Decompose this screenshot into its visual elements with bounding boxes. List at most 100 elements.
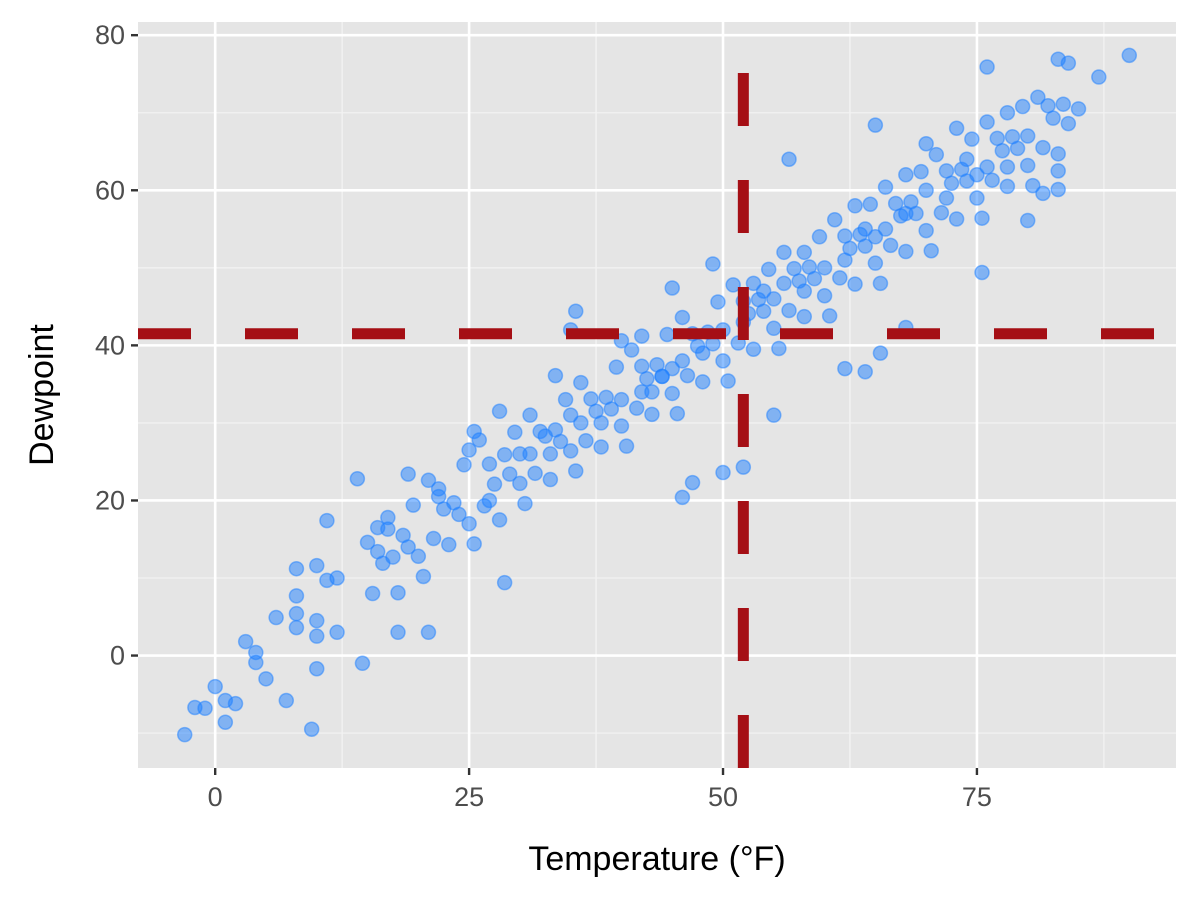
data-point <box>593 415 609 431</box>
data-point <box>1025 177 1041 194</box>
data-point <box>639 370 655 387</box>
data-point <box>1121 47 1138 64</box>
data-point <box>1014 98 1031 115</box>
y-tick-label: 0 <box>110 641 125 671</box>
data-point <box>359 534 376 551</box>
data-point <box>755 303 772 319</box>
y-axis-title: Dewpoint <box>23 324 61 466</box>
data-point <box>857 363 873 380</box>
data-point <box>938 190 955 206</box>
data-point <box>918 222 934 239</box>
data-point <box>496 446 513 463</box>
data-point <box>512 475 528 492</box>
data-point <box>268 609 284 626</box>
data-point <box>994 142 1011 159</box>
data-point <box>542 446 559 462</box>
data-point <box>319 512 335 529</box>
data-point <box>974 210 990 226</box>
data-point <box>776 244 792 261</box>
data-point <box>481 492 498 509</box>
data-point <box>527 465 543 482</box>
data-point <box>400 539 416 555</box>
data-point <box>979 159 995 175</box>
data-point <box>501 466 518 482</box>
data-point <box>1030 89 1046 105</box>
data-point <box>237 633 254 650</box>
y-tick-label: 60 <box>95 175 125 205</box>
data-point <box>979 114 995 130</box>
data-point <box>329 624 345 641</box>
data-point <box>694 374 711 390</box>
data-point <box>486 476 503 492</box>
data-point <box>1055 96 1072 112</box>
data-point <box>278 692 295 709</box>
data-point <box>507 424 523 440</box>
data-point <box>309 660 325 677</box>
data-point <box>872 275 889 292</box>
data-point <box>857 238 873 254</box>
data-point <box>735 459 752 475</box>
data-point <box>1050 163 1066 179</box>
y-tick-label: 40 <box>95 330 125 360</box>
data-point <box>857 221 873 237</box>
data-point <box>567 463 584 479</box>
data-point <box>562 443 579 459</box>
data-point <box>491 403 508 420</box>
data-point <box>618 438 635 454</box>
data-point <box>816 287 833 304</box>
data-point <box>877 221 894 237</box>
data-point <box>364 585 381 602</box>
data-point <box>573 374 589 391</box>
data-point <box>811 229 828 245</box>
data-point <box>664 385 680 402</box>
data-point <box>562 407 579 423</box>
data-point <box>684 474 701 491</box>
y-tick-label: 20 <box>95 485 125 515</box>
data-point <box>608 359 625 375</box>
data-point <box>425 530 442 547</box>
data-point <box>517 495 533 512</box>
data-point <box>969 167 985 183</box>
data-point <box>705 256 721 272</box>
data-point <box>197 700 213 717</box>
data-point <box>303 721 320 737</box>
data-point <box>410 548 427 565</box>
data-point <box>898 167 914 183</box>
data-point <box>766 291 782 307</box>
data-point <box>664 360 680 377</box>
data-point <box>603 401 620 417</box>
data-point <box>390 624 406 641</box>
data-point <box>456 457 472 473</box>
data-point <box>659 326 675 343</box>
data-point <box>867 229 884 245</box>
data-point <box>725 277 741 293</box>
data-point <box>847 198 863 214</box>
data-point <box>918 135 934 152</box>
data-point <box>715 353 731 369</box>
data-point <box>1050 181 1066 198</box>
data-point <box>496 574 513 591</box>
data-point <box>1009 140 1026 157</box>
data-point <box>816 260 833 276</box>
data-point <box>974 264 990 281</box>
data-point <box>715 464 731 481</box>
data-point <box>964 131 980 147</box>
data-point <box>613 418 630 434</box>
y-tick-label: 80 <box>95 20 125 50</box>
data-point <box>796 283 813 299</box>
data-point <box>862 196 879 212</box>
data-point <box>948 120 965 136</box>
data-point <box>654 368 670 385</box>
data-point <box>1050 146 1066 162</box>
data-point <box>491 512 508 528</box>
data-point <box>999 178 1016 195</box>
data-point <box>471 432 488 448</box>
data-point <box>288 560 305 577</box>
data-point <box>832 270 848 286</box>
data-point <box>771 340 787 357</box>
data-point <box>288 588 305 604</box>
data-point <box>176 726 193 743</box>
data-point <box>634 328 650 344</box>
data-point <box>400 466 416 482</box>
